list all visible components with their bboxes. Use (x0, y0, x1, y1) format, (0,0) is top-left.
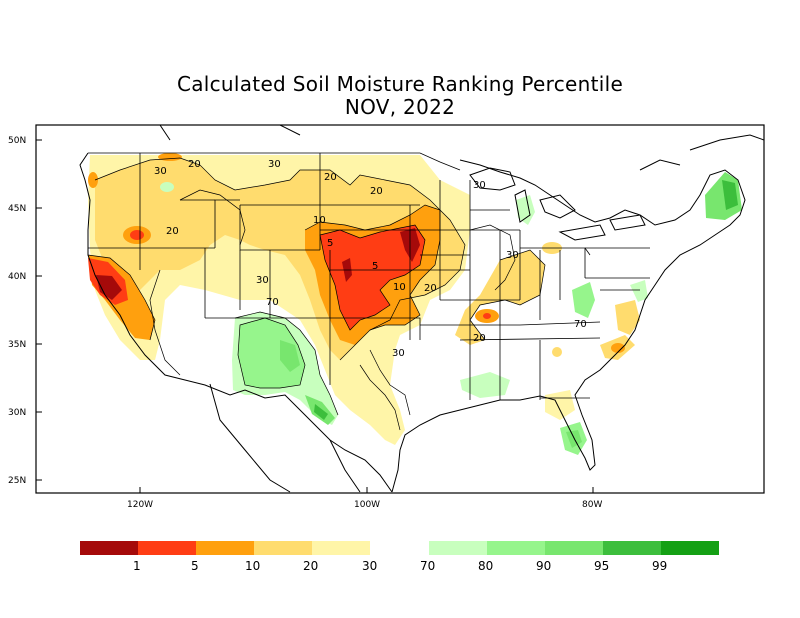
map-subtitle-date: NOV, 2022 (344, 95, 456, 119)
lat-tick-50n: 50N (8, 136, 26, 146)
wet-area-alabama (460, 372, 510, 398)
legend-label: 30 (362, 559, 377, 573)
legend-label: 90 (536, 559, 551, 573)
legend-swatch-dry-4 (254, 541, 312, 555)
lat-tick-45n: 45N (8, 204, 26, 214)
legend-swatch-wet-2 (487, 541, 545, 555)
contour-label: 30 (268, 159, 281, 170)
wet-area-michigan (516, 195, 535, 225)
wet-area-northeast (630, 280, 648, 302)
contour-label: 70 (266, 297, 279, 308)
wet-area-maine-core (722, 180, 738, 210)
legend-label: 1 (133, 559, 141, 573)
color-legend: 1 5 10 20 30 70 80 90 95 99 (80, 541, 719, 573)
legend-swatch-wet-1 (429, 541, 487, 555)
wet-area-virginia (572, 282, 595, 318)
dry-spot-oregon-core (130, 230, 144, 240)
contour-label: 5 (327, 238, 333, 249)
dry-area-virginia (615, 300, 640, 335)
lat-tick-25n: 25N (8, 476, 26, 486)
dry-area-florida (545, 390, 575, 420)
dry-spot-carolina (611, 343, 625, 353)
contour-label: 70 (574, 319, 587, 330)
dry-spot-tennessee-core (483, 313, 491, 319)
lon-tick-120w: 120W (127, 500, 153, 510)
contour-label: 5 (372, 261, 378, 272)
contour-label: 30 (154, 166, 167, 177)
contour-labels: 30 20 30 20 20 30 20 10 5 5 10 20 30 70 … (154, 159, 587, 359)
legend-swatch-dry-3 (196, 541, 254, 555)
wet-spot-idaho (160, 182, 174, 192)
legend-label: 10 (245, 559, 260, 573)
contour-label: 10 (313, 215, 326, 226)
contour-label: 30 (256, 275, 269, 286)
legend-label: 70 (420, 559, 435, 573)
contour-label: 30 (392, 348, 405, 359)
lat-tick-30n: 30N (8, 408, 26, 418)
contour-label: 10 (393, 282, 406, 293)
contour-label: 20 (324, 172, 337, 183)
legend-label: 80 (478, 559, 493, 573)
axis-tick-marks (36, 139, 594, 493)
wet-area-texas-95 (314, 404, 328, 420)
legend-swatch-wet-3 (545, 541, 603, 555)
legend-swatch-wet-5 (661, 541, 719, 555)
wet-area-southwest-80 (238, 318, 305, 388)
legend-label: 5 (191, 559, 199, 573)
contour-lines (87, 157, 546, 431)
map-title: Calculated Soil Moisture Ranking Percent… (176, 72, 624, 96)
state-borders (88, 152, 650, 400)
dry-spot-georgia (552, 347, 562, 357)
contour-label: 20 (370, 186, 383, 197)
contour-label: 30 (473, 180, 486, 191)
legend-swatch-dry-5 (312, 541, 370, 555)
dry-area-5 (320, 225, 425, 330)
contour-label: 30 (506, 250, 519, 261)
lon-tick-100w: 100W (354, 500, 380, 510)
coastline (79, 125, 764, 493)
dry-area-california-1 (96, 275, 122, 300)
map-frame (35, 124, 765, 494)
contour-label: 20 (166, 226, 179, 237)
legend-label: 20 (303, 559, 318, 573)
wet-area-newmexico-90 (280, 340, 300, 372)
contour-label: 20 (473, 333, 486, 344)
dry-spot-north (158, 153, 182, 161)
map-field (79, 125, 764, 493)
legend-swatch-dry-2 (138, 541, 196, 555)
lon-tick-80w: 80W (582, 500, 602, 510)
contour-label: 20 (424, 283, 437, 294)
legend-swatch-dry-1 (80, 541, 138, 555)
legend-label: 99 (652, 559, 667, 573)
lat-tick-40n: 40N (8, 272, 26, 282)
legend-swatch-wet-4 (603, 541, 661, 555)
legend-label: 95 (594, 559, 609, 573)
lat-tick-35n: 35N (8, 340, 26, 350)
dry-spot-washington (88, 172, 98, 188)
contour-label: 20 (188, 159, 201, 170)
